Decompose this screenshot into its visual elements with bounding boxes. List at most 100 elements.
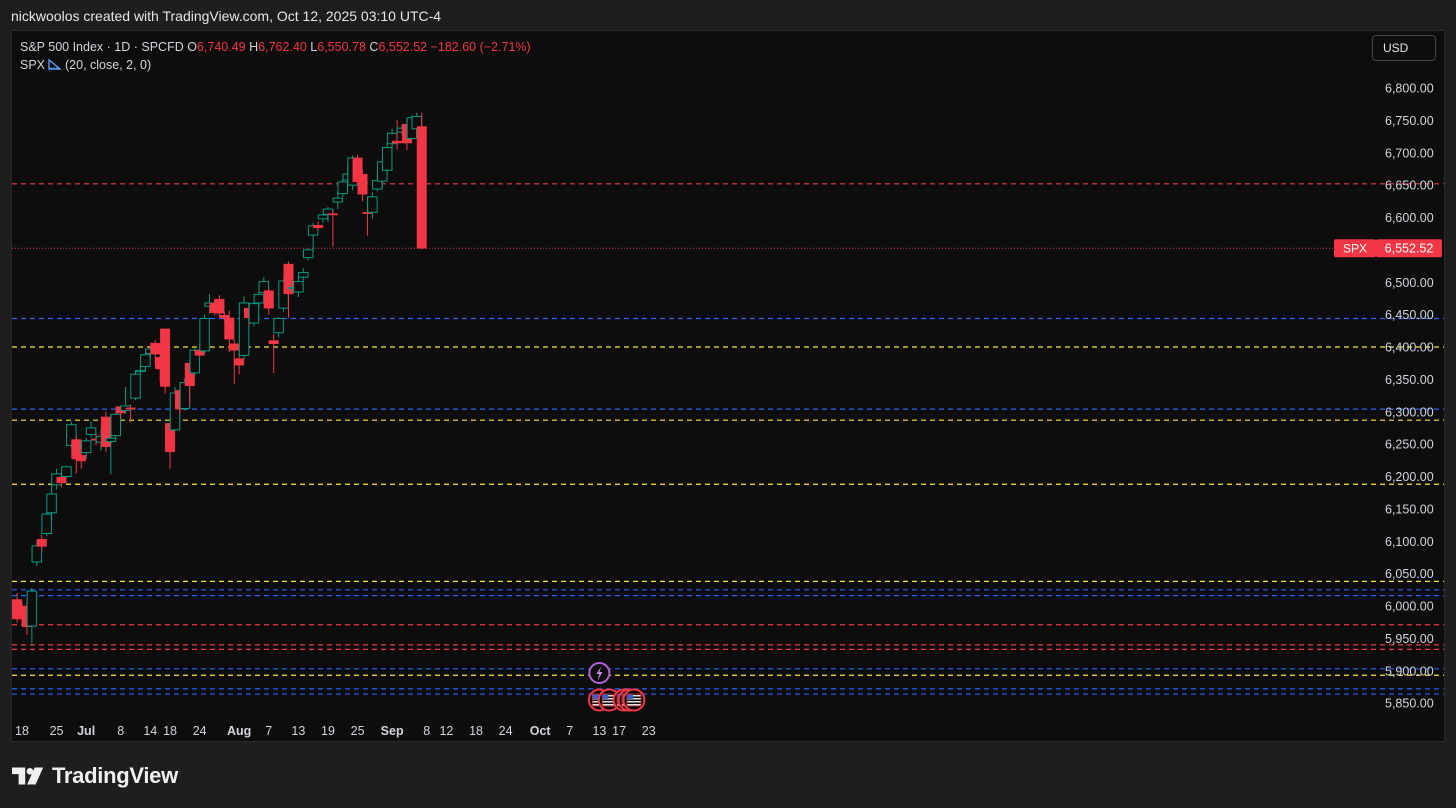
candle-body[interactable] [125,407,136,410]
x-tick-label: 17 [612,724,626,738]
candle-body[interactable] [150,342,161,355]
candle-body[interactable] [224,317,235,340]
x-tick-label: 14 [143,724,157,738]
candle-body[interactable] [337,181,349,195]
candle-body[interactable] [36,539,47,547]
top-bar: nickwoolos created with TradingView.com,… [0,0,1456,30]
candle-body[interactable] [313,225,324,229]
x-tick-label: 7 [265,724,272,738]
candle-body[interactable] [110,413,122,437]
candle-body[interactable] [61,466,72,478]
ruler-icon [48,59,62,70]
high-label: H [249,40,259,54]
candle-body[interactable] [80,440,92,454]
candle-body[interactable] [46,493,57,514]
candle-body[interactable] [140,354,151,367]
flag-border [626,693,642,707]
currency-button[interactable]: USD [1372,35,1436,61]
candle-body[interactable] [85,427,97,435]
indicator-legend[interactable]: SPX (20, close, 2, 0) [20,58,151,72]
x-tick-label: 25 [50,724,64,738]
x-tick-label: 25 [351,724,365,738]
candle-body[interactable] [293,281,304,293]
y-tick-label: 6,700.00 [1385,146,1434,160]
tradingview-brand-text: TradingView [52,763,178,788]
x-tick-label: 23 [642,724,656,738]
candle-body[interactable] [179,382,191,410]
indicator-params: (20, close, 2, 0) [65,58,152,72]
candle-body[interactable] [135,369,146,373]
candle-body[interactable] [367,196,378,213]
candle-body[interactable] [253,294,265,304]
tradingview-logo-icon [12,767,44,785]
y-tick-label: 6,750.00 [1385,114,1434,128]
candle-body[interactable] [76,454,87,462]
candle-body[interactable] [160,328,171,387]
flag-stripe [626,704,641,706]
candle-body[interactable] [357,173,368,195]
candle-body[interactable] [229,343,240,351]
x-tick-label: 13 [592,724,606,738]
y-tick-label: 6,650.00 [1385,179,1434,193]
high-value: 6,762.40 [258,40,307,54]
candle-body[interactable] [41,513,52,534]
candle-body[interactable] [302,249,314,259]
x-tick-label: Oct [530,724,552,738]
candle-body[interactable] [268,340,279,345]
flag-stripe [602,695,617,697]
x-tick-label: 24 [499,724,513,738]
candle-body[interactable] [56,476,67,484]
y-tick-label: 6,150.00 [1385,502,1434,516]
indicator-symbol: SPX [20,58,46,72]
y-tick-label: 6,000.00 [1385,600,1434,614]
change-value: −182.60 (−2.71%) [430,40,531,54]
flag-stripe [626,698,641,700]
candle-body[interactable] [214,298,225,314]
price-tag-symbol: SPX [1343,242,1367,256]
y-tick-label: 5,850.00 [1385,697,1434,711]
price-tag-value-box [1376,239,1442,258]
open-value: 6,740.49 [196,40,246,54]
y-tick-label: 6,350.00 [1385,373,1434,387]
candle-body[interactable] [100,416,111,447]
x-tick-label: 18 [15,724,29,738]
candle-body[interactable] [130,373,141,399]
candle-body[interactable] [273,318,284,334]
candle-body[interactable] [219,315,230,319]
candle-body[interactable] [327,213,338,216]
tradingview-logo: TradingView [12,763,178,789]
candle-body[interactable] [31,545,43,563]
symbol-title[interactable]: S&P 500 Index · 1D · SPCFD [20,40,184,54]
candle-body[interactable] [238,302,250,356]
candle-body[interactable] [392,140,403,144]
close-value: 6,552.52 [378,40,428,54]
lightning-glyph [596,666,603,681]
close-label: C [369,40,379,54]
y-tick-label: 5,900.00 [1385,664,1434,678]
candle-body[interactable] [298,272,309,278]
candle-body[interactable] [317,214,329,220]
candle-body[interactable] [248,303,260,324]
candle-body[interactable] [234,358,245,366]
x-tick-label: 18 [469,724,483,738]
flag-canton [602,694,609,699]
x-tick-label: Sep [381,724,404,738]
candle-body[interactable] [283,263,294,295]
price-tag-value: 6,552.52 [1385,242,1434,256]
candle-body[interactable] [381,147,393,171]
candle-body[interactable] [199,318,210,352]
low-value: 6,550.78 [317,40,366,54]
price-chart[interactable]: 5,850.00 5,900.00 5,950.00 6,000.00 6,050.00… [12,31,1445,742]
candle-body[interactable] [263,290,274,309]
candle-body[interactable] [26,590,38,627]
candle-body[interactable] [416,126,427,249]
y-tick-label: 6,400.00 [1385,341,1434,355]
x-tick-label: 7 [566,724,573,738]
candle-body[interactable] [332,197,344,203]
flag-stripe [602,698,617,700]
candle-body[interactable] [372,180,383,190]
flag-stripe [626,695,641,697]
creator-line: nickwoolos created with TradingView.com,… [11,8,442,24]
chart-panel[interactable]: 5,850.00 5,900.00 5,950.00 6,000.00 6,050.00… [11,30,1445,742]
candle-body[interactable] [105,437,117,443]
